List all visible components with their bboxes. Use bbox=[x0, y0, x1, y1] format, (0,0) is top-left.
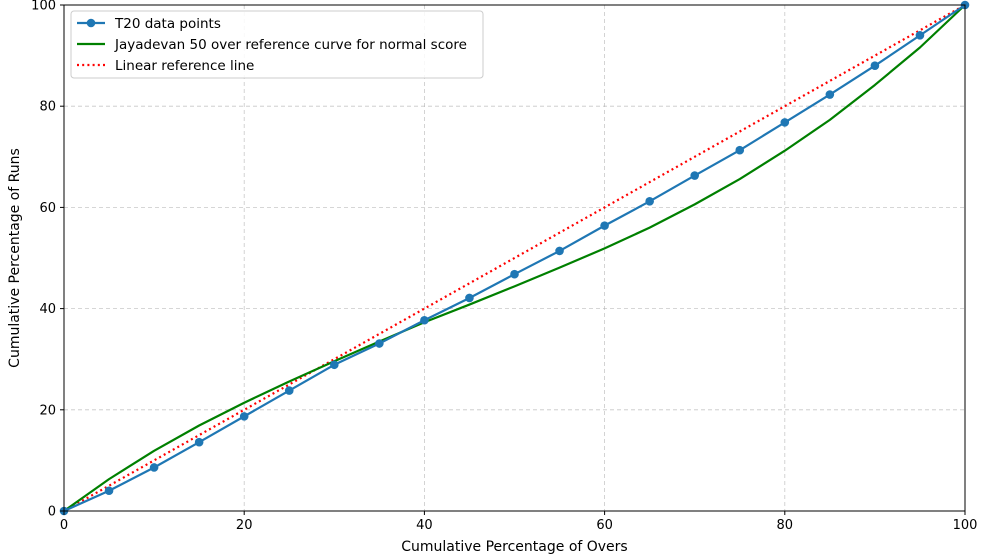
y-tick-label: 100 bbox=[31, 0, 56, 14]
series-1 bbox=[63, 4, 966, 512]
y-tick-label: 0 bbox=[48, 505, 56, 520]
data-point bbox=[780, 118, 790, 127]
legend-box bbox=[70, 10, 484, 79]
data-point bbox=[735, 145, 745, 155]
data-point bbox=[870, 61, 880, 71]
data-point bbox=[149, 463, 159, 472]
data-point bbox=[690, 171, 699, 180]
data-point bbox=[375, 339, 384, 348]
legend-label: T20 data points bbox=[114, 16, 221, 32]
data-point bbox=[510, 269, 519, 279]
x-tick-label: 20 bbox=[236, 518, 253, 533]
ticks: 0 20 40 60 80 100 0 20 40 60 80 100 bbox=[31, 0, 977, 533]
data-point bbox=[330, 360, 339, 370]
series-line bbox=[63, 4, 966, 512]
data-point bbox=[600, 221, 609, 230]
data-point bbox=[239, 412, 249, 421]
x-tick-label: 60 bbox=[596, 518, 613, 533]
legend: T20 data points Jayadevan 50 over referen… bbox=[70, 10, 484, 79]
x-tick-label: 40 bbox=[416, 518, 433, 533]
series-0 bbox=[59, 0, 970, 516]
data-point bbox=[465, 293, 474, 303]
data-point bbox=[825, 90, 835, 99]
series-line bbox=[63, 4, 966, 512]
y-axis-label: Cumulative Percentage of Runs bbox=[7, 148, 23, 368]
data-point bbox=[555, 246, 564, 256]
legend-item: Jayadevan 50 over reference curve for no… bbox=[77, 37, 467, 53]
series-2 bbox=[63, 4, 966, 512]
legend-marker bbox=[86, 18, 96, 28]
legend-item: T20 data points bbox=[77, 16, 221, 32]
data-point bbox=[915, 31, 925, 40]
y-tick-label: 20 bbox=[39, 403, 56, 418]
data-point bbox=[194, 437, 204, 447]
data-point bbox=[420, 315, 429, 325]
y-tick-label: 40 bbox=[39, 302, 56, 317]
y-tick-label: 60 bbox=[39, 201, 56, 216]
x-tick-label: 80 bbox=[777, 518, 794, 533]
legend-label: Jayadevan 50 over reference curve for no… bbox=[114, 37, 467, 53]
plot-frame bbox=[63, 4, 966, 512]
data-point bbox=[284, 386, 294, 395]
legend-label: Linear reference line bbox=[115, 58, 254, 74]
series-layer bbox=[59, 0, 970, 516]
y-tick-label: 80 bbox=[39, 100, 56, 115]
data-point bbox=[104, 486, 114, 496]
x-tick-label: 100 bbox=[953, 518, 978, 533]
x-tick-label: 0 bbox=[60, 518, 68, 533]
data-point bbox=[645, 197, 654, 206]
legend-item: Linear reference line bbox=[77, 58, 254, 74]
x-axis-label: Cumulative Percentage of Overs bbox=[401, 539, 627, 555]
